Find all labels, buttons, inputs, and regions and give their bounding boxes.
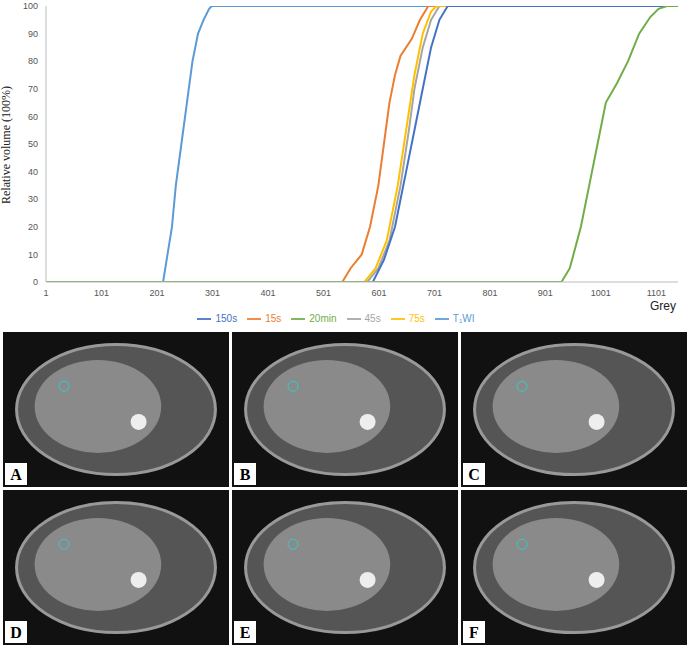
svg-text:0: 0: [33, 277, 38, 287]
svg-text:B: B: [240, 466, 251, 483]
svg-text:90: 90: [28, 29, 38, 39]
svg-text:50: 50: [28, 139, 38, 149]
svg-text:100: 100: [23, 1, 38, 11]
svg-text:Grey: Grey: [650, 299, 676, 313]
html-text:45s: 45s: [364, 312, 381, 324]
html-text:T₁WI: T₁WI: [452, 312, 475, 324]
html-text:150s: 150s: [215, 312, 238, 324]
svg-text:501: 501: [316, 288, 331, 298]
svg-text:A: A: [10, 466, 22, 483]
svg-text:20: 20: [28, 222, 38, 232]
svg-text:101: 101: [94, 288, 109, 298]
svg-text:60: 60: [28, 112, 38, 122]
svg-text:1001: 1001: [591, 288, 611, 298]
svg-text:40: 40: [28, 167, 38, 177]
svg-text:C: C: [468, 466, 480, 483]
svg-text:F: F: [469, 624, 479, 641]
svg-text:401: 401: [260, 288, 275, 298]
svg-text:301: 301: [205, 288, 220, 298]
svg-text:901: 901: [538, 288, 553, 298]
svg-text:70: 70: [28, 84, 38, 94]
svg-text:601: 601: [371, 288, 386, 298]
html-text:75s: 75s: [408, 312, 425, 324]
svg-text:10: 10: [28, 250, 38, 260]
svg-text:201: 201: [149, 288, 164, 298]
svg-text:30: 30: [28, 194, 38, 204]
svg-text:D: D: [10, 624, 22, 641]
svg-text:1101: 1101: [647, 288, 666, 298]
html-text:20min: 20min: [309, 312, 337, 324]
svg-text:801: 801: [482, 288, 497, 298]
svg-text:1: 1: [43, 288, 48, 298]
html-text:15s: 15s: [265, 312, 282, 324]
svg-text:Relative volume (100%): Relative volume (100%): [0, 86, 13, 204]
svg-text:E: E: [240, 624, 251, 641]
svg-text:80: 80: [28, 56, 38, 66]
svg-text:701: 701: [427, 288, 442, 298]
